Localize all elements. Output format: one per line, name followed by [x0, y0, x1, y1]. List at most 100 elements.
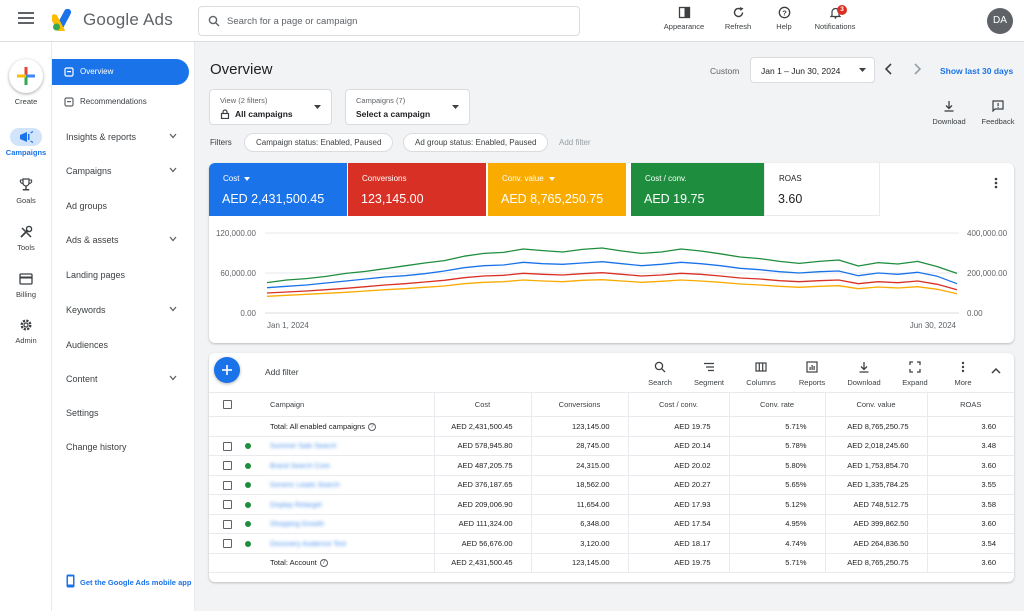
create-button[interactable] — [9, 59, 43, 93]
nav-campaigns[interactable]: Campaigns — [52, 159, 195, 185]
help-button[interactable]: ? Help — [770, 6, 798, 38]
filter-chip-campaign-status[interactable]: Campaign status: Enabled, Paused — [244, 133, 394, 152]
rail-item-billing[interactable]: Billing — [0, 270, 52, 299]
column-header-cost[interactable]: Cost — [433, 392, 531, 417]
row-checkbox[interactable] — [222, 539, 232, 548]
nav-content[interactable]: Content — [52, 367, 195, 393]
account-avatar[interactable]: DA — [987, 8, 1013, 34]
rail-item-admin[interactable]: Admin — [0, 316, 52, 345]
notifications-button[interactable]: 3 Notifications — [812, 5, 858, 38]
trophy-icon — [19, 178, 33, 191]
column-header-conv-value[interactable]: Conv. value — [824, 392, 927, 417]
row-checkbox[interactable] — [222, 441, 232, 451]
add-campaign-button[interactable] — [214, 357, 240, 383]
row-checkbox[interactable] — [222, 480, 232, 490]
campaign-name-link[interactable]: Generic Leads Search — [270, 482, 340, 490]
table-row: Brand Search Core AED 487,205.75 24,315.… — [209, 455, 1014, 476]
feedback-button[interactable]: Feedback — [979, 100, 1017, 126]
cell-conv-rate: 4.74% — [728, 533, 825, 554]
recommendations-icon — [64, 97, 74, 107]
table-download-button[interactable]: Download — [845, 361, 883, 387]
search-box[interactable] — [198, 6, 580, 36]
date-range-picker[interactable]: Jan 1 – Jun 30, 2024 — [750, 57, 875, 83]
table-segment-button[interactable]: Segment — [691, 361, 727, 387]
nav-ads-assets[interactable]: Ads & assets — [52, 228, 195, 254]
help-icon[interactable]: ? — [319, 559, 328, 568]
create-label: Create — [14, 97, 38, 106]
nav-keywords[interactable]: Keywords — [52, 298, 195, 324]
help-label: Help — [776, 22, 792, 31]
column-header-campaign[interactable]: Campaign — [265, 392, 434, 417]
total-conv-rate: 5.71% — [728, 416, 825, 437]
refresh-button[interactable]: Refresh — [722, 6, 754, 38]
account-cost: AED 2,431,500.45 — [433, 553, 531, 573]
table-add-filter[interactable]: Add filter — [265, 367, 299, 377]
campaign-name-link[interactable]: Shopping Growth — [270, 521, 325, 529]
metric-card-roas[interactable]: ROAS 3.60 — [764, 163, 880, 216]
column-header-cost-per-conv[interactable]: Cost / conv. — [627, 392, 729, 417]
view-filter-dropdown[interactable]: View (2 filters) All campaigns — [209, 89, 332, 125]
select-all-checkbox[interactable] — [222, 400, 232, 410]
show-last-30-days-link[interactable]: Show last 30 days — [940, 66, 1014, 76]
main-menu-button[interactable] — [18, 12, 34, 26]
column-header-roas[interactable]: ROAS — [926, 392, 1014, 417]
nav-settings[interactable]: Settings — [52, 401, 195, 427]
metric-card-conv-value[interactable]: Conv. value AED 8,765,250.75 — [488, 163, 626, 216]
nav-ad-groups[interactable]: Ad groups — [52, 194, 195, 220]
table-expand-label: Expand — [902, 378, 928, 387]
filters-label: Filters — [210, 138, 232, 147]
total-enabled-label: Total: All enabled campaigns — [270, 421, 366, 431]
rail-item-tools[interactable]: Tools — [0, 223, 52, 252]
row-checkbox[interactable] — [222, 500, 232, 509]
row-checkbox[interactable] — [222, 519, 232, 529]
status-enabled-dot — [245, 443, 251, 450]
metric-card-cost[interactable]: Cost AED 2,431,500.45 — [209, 163, 347, 216]
help-icon[interactable]: ? — [368, 422, 377, 431]
search-icon — [208, 15, 220, 27]
table-expand-button[interactable]: Expand — [899, 361, 931, 387]
table-reports-button[interactable]: Reports — [796, 361, 828, 387]
rail-label-billing: Billing — [15, 290, 36, 299]
series-layer — [266, 247, 958, 297]
search-input[interactable] — [227, 7, 567, 35]
campaign-name-link[interactable]: Display Retarget — [270, 501, 322, 509]
column-header-conv-rate[interactable]: Conv. rate — [728, 392, 825, 417]
cell-conv-value: AED 748,512.75 — [824, 494, 927, 515]
mobile-app-link-label: Get the Google Ads mobile app — [80, 578, 192, 587]
row-checkbox[interactable] — [222, 461, 232, 470]
nav-recommendations[interactable]: Recommendations — [52, 89, 195, 115]
cell-cost-per-conv: AED 18.17 — [627, 533, 729, 554]
nav-landing-pages[interactable]: Landing pages — [52, 263, 195, 289]
metric-card-conversions[interactable]: Conversions 123,145.00 — [348, 163, 486, 216]
table-search-button[interactable]: Search — [646, 361, 674, 387]
rail-item-goals[interactable]: Goals — [0, 176, 52, 205]
table-more-button[interactable]: More — [949, 361, 977, 387]
nav-audiences[interactable]: Audiences — [52, 333, 195, 359]
campaign-table-card: Add filter Search Segment Columns Report… — [209, 353, 1014, 582]
campaign-filter-dropdown[interactable]: Campaigns (7) Select a campaign — [345, 89, 470, 125]
chevron-left-icon[interactable] — [884, 62, 894, 76]
account-cost-per-conv: AED 19.75 — [627, 553, 729, 573]
campaign-name-link[interactable]: Brand Search Core — [270, 462, 330, 470]
nav-overview[interactable]: Overview — [52, 59, 189, 85]
rail-item-campaigns[interactable]: Campaigns — [0, 128, 52, 157]
appearance-button[interactable]: Appearance — [662, 6, 706, 38]
chevron-right-icon[interactable] — [912, 62, 922, 76]
total-cost: AED 2,431,500.45 — [433, 416, 531, 437]
right-tick-label: 0.00 — [967, 309, 983, 318]
total-account-label: Total: Account — [270, 558, 317, 568]
table-columns-button[interactable]: Columns — [744, 361, 778, 387]
filter-chip-ad-group-status[interactable]: Ad group status: Enabled, Paused — [403, 133, 549, 152]
campaign-name-link[interactable]: Discovery Audience Test — [270, 540, 347, 548]
more-vert-icon[interactable] — [994, 177, 998, 189]
chevron-up-icon[interactable] — [991, 367, 1001, 374]
campaign-name-link[interactable]: Summer Sale Search — [270, 443, 337, 451]
metric-card-cost-per-conv[interactable]: Cost / conv. AED 19.75 — [631, 163, 769, 216]
nav-change-history[interactable]: Change history — [52, 435, 195, 461]
column-header-conversions[interactable]: Conversions — [530, 392, 628, 417]
metric-value-cost: AED 2,431,500.45 — [222, 192, 325, 206]
nav-ads-assets-label: Ads & assets — [66, 235, 119, 245]
download-report-button[interactable]: Download — [928, 100, 970, 126]
add-filter-link[interactable]: Add filter — [559, 138, 591, 147]
nav-insights-reports[interactable]: Insights & reports — [52, 125, 195, 151]
